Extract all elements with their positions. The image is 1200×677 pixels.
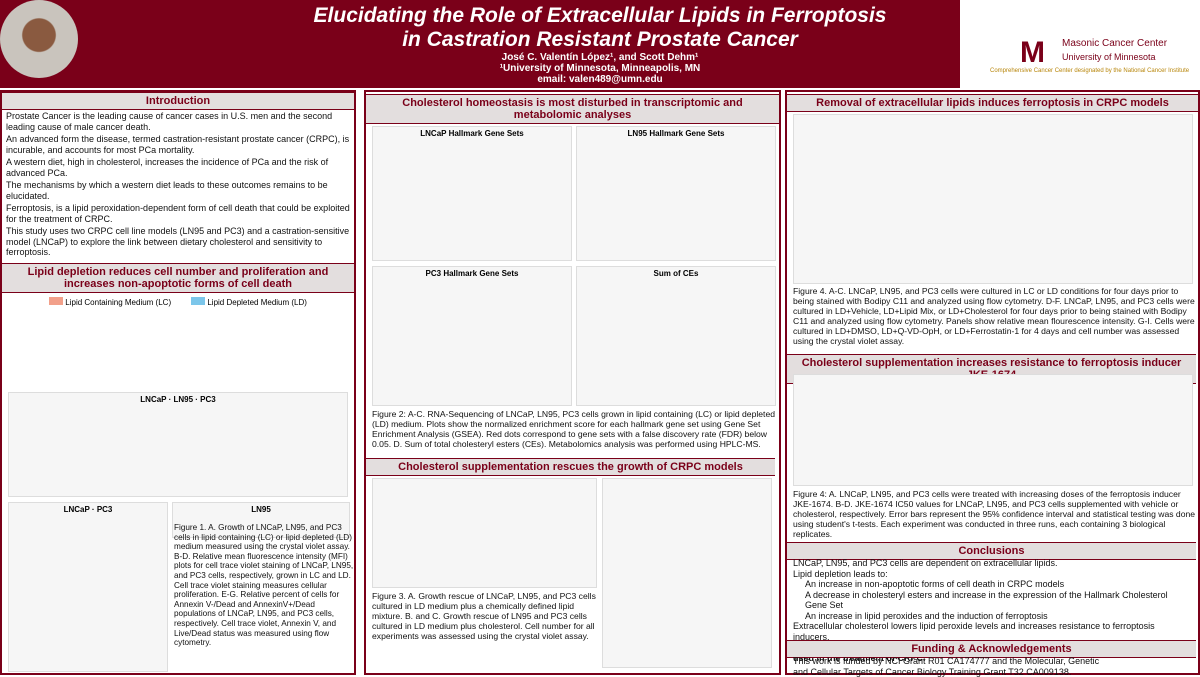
line: A decrease in cholesteryl esters and inc… — [789, 590, 1194, 611]
caption: Figure 4. A-C. LNCaP, LN95, and PC3 cell… — [789, 285, 1200, 347]
section-heading: Introduction — [2, 92, 354, 110]
caption: Figure 4: A. LNCaP, LN95, and PC3 cells … — [789, 488, 1200, 540]
legend: Lipid Containing Medium (LC) Lipid Deple… — [2, 297, 354, 307]
logo-mark: M — [1020, 36, 1045, 70]
legend-label: Lipid Depleted Medium (LD) — [207, 298, 307, 307]
bullet: An advanced form the disease, termed cas… — [2, 133, 354, 156]
figure-panels — [793, 374, 1193, 486]
logo-text: University of Minnesota — [1062, 52, 1156, 62]
logo-tagline: Comprehensive Cancer Center designated b… — [990, 68, 1189, 74]
panel-title: PC3 Hallmark Gene Sets — [426, 269, 519, 278]
panel-title: LNCaP — [140, 395, 166, 404]
left-column: Introduction Prostate Cancer is the lead… — [0, 90, 356, 675]
figure-panels — [793, 114, 1193, 284]
figure-panel: LNCaP Hallmark Gene Sets — [372, 126, 572, 261]
section-heading: Cholesterol supplementation rescues the … — [366, 458, 775, 476]
funding-text: This work is funded by NCI Grant R01 CA1… — [789, 656, 1194, 677]
bullet: The mechanisms by which a western diet l… — [2, 179, 354, 202]
caption: Figure 3. A. Growth rescue of LNCaP, LN9… — [368, 590, 608, 642]
logo-text: Masonic Cancer Center — [1062, 38, 1167, 49]
authors: José C. Valentín López¹, and Scott Dehm¹ — [240, 52, 960, 63]
legend-label: Lipid Containing Medium (LC) — [65, 298, 171, 307]
line: Extracellular cholesterol lowers lipid p… — [789, 621, 1194, 642]
section-heading: Removal of extracellular lipids induces … — [787, 94, 1198, 112]
line: An increase in lipid peroxides and the i… — [789, 611, 1194, 622]
caption: Figure 1. A. Growth of LNCaP, LN95, and … — [170, 522, 358, 649]
figure-panel — [602, 478, 772, 668]
right-column: Removal of extracellular lipids induces … — [785, 90, 1200, 675]
line: An increase in non-apoptotic forms of ce… — [789, 579, 1194, 590]
email: email: valen489@umn.edu — [240, 74, 960, 85]
section-heading: Lipid depletion reduces cell number and … — [2, 263, 354, 293]
panel-title: LN95 — [251, 505, 271, 514]
legend-item: Lipid Depleted Medium (LD) — [191, 297, 307, 307]
figure-panels: LNCaP · PC3 — [8, 502, 168, 672]
panel-title: PC3 — [200, 395, 216, 404]
panel-title: LN95 Hallmark Gene Sets — [628, 129, 725, 138]
middle-column: Cholesterol homeostasis is most disturbe… — [364, 90, 781, 675]
panel-title: PC3 — [97, 505, 113, 514]
bullet: Ferroptosis, is a lipid peroxidation-dep… — [2, 202, 354, 225]
figure-panel: PC3 Hallmark Gene Sets — [372, 266, 572, 406]
figure-panel — [372, 478, 597, 588]
panel-title: Sum of CEs — [654, 269, 699, 278]
line: Lipid depletion leads to: — [789, 569, 1194, 580]
line: and Cellular Targets of Cancer Biology T… — [789, 667, 1194, 677]
webcam-feed — [0, 0, 78, 78]
affiliation: ¹University of Minnesota, Minneapolis, M… — [240, 63, 960, 74]
title-line: in Castration Resistant Prostate Cancer — [240, 28, 960, 52]
bullet: A western diet, high in cholesterol, inc… — [2, 156, 354, 179]
bullet: This study uses two CRPC cell line model… — [2, 225, 354, 259]
title-line: Elucidating the Role of Extracellular Li… — [240, 4, 960, 28]
caption: Figure 2: A-C. RNA-Sequencing of LNCaP, … — [368, 408, 781, 450]
section-heading: Cholesterol homeostasis is most disturbe… — [366, 94, 779, 124]
figure-panel: Sum of CEs — [576, 266, 776, 406]
panel-title: LNCaP Hallmark Gene Sets — [420, 129, 523, 138]
figure-panel: LN95 Hallmark Gene Sets — [576, 126, 776, 261]
line: LNCaP, LN95, and PC3 cells are dependent… — [789, 558, 1194, 569]
panel-title: LN95 — [173, 395, 193, 404]
panel-title: LNCaP — [64, 505, 90, 514]
bullet: Prostate Cancer is the leading cause of … — [2, 110, 354, 133]
logo-box: M Masonic Cancer Center University of Mi… — [960, 0, 1200, 88]
figure-panels: LNCaP · LN95 · PC3 — [8, 392, 348, 497]
line: This work is funded by NCI Grant R01 CA1… — [789, 656, 1194, 667]
legend-item: Lipid Containing Medium (LC) — [49, 297, 171, 307]
